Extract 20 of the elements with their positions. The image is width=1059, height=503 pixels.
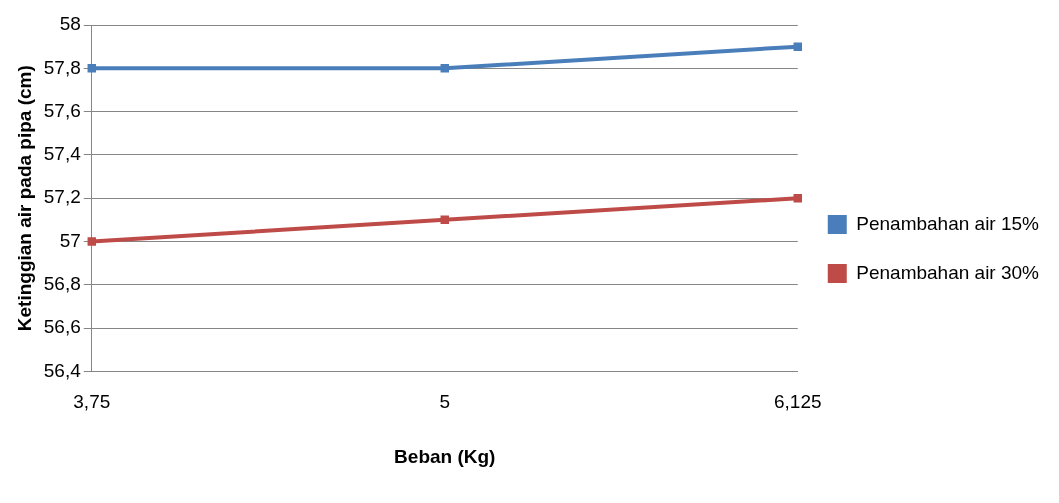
point <box>793 42 803 51</box>
y-axis-title: Ketinggian air pada pipa (cm) <box>13 65 35 332</box>
y-tick-label: 57 <box>59 229 81 251</box>
x-tick-label: 6,125 <box>773 391 822 413</box>
point <box>87 237 97 246</box>
y-tick-label: 57,4 <box>43 143 82 165</box>
y-tick-label: 57,2 <box>43 186 81 208</box>
y-tick-label: 58 <box>59 13 81 35</box>
legend-label: Penambahan air 15% <box>856 212 1040 234</box>
y-tick-label: 56,6 <box>43 316 81 338</box>
x-tick-label: 5 <box>439 391 451 413</box>
x-axis-title: Beban (Kg) <box>394 445 496 467</box>
legend-label: Penambahan air 30% <box>856 261 1040 283</box>
y-tick-label: 56,4 <box>43 359 82 381</box>
y-tick-label: 56,8 <box>43 273 81 295</box>
point <box>87 64 97 73</box>
x-tick-label: 3,75 <box>73 391 111 413</box>
y-tick-label: 57,6 <box>43 99 81 121</box>
point <box>440 64 450 73</box>
y-tick-label: 57,8 <box>43 56 81 78</box>
